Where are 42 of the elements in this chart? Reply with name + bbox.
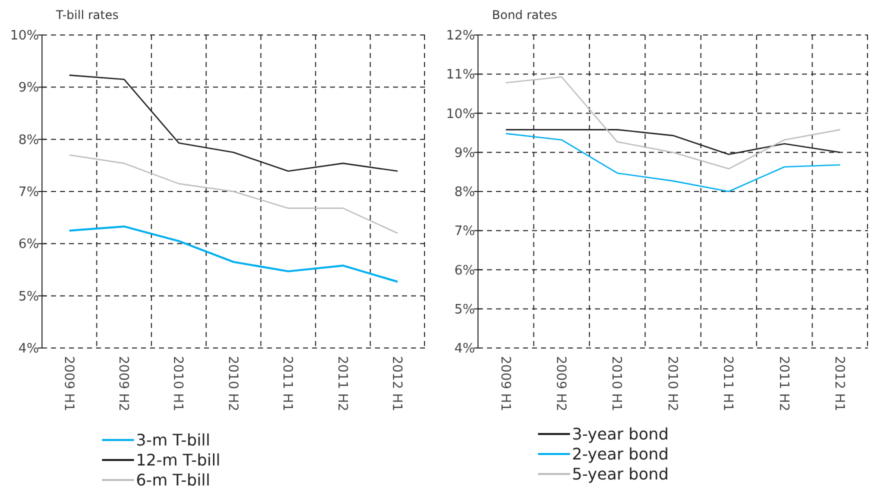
y-tick-label: 11% — [446, 68, 475, 83]
x-tick-label: 2011 H1 — [720, 356, 736, 412]
x-tick-label: 2012 H1 — [832, 356, 847, 412]
x-tick-label: 2009 H1 — [497, 356, 512, 412]
y-tick-label: 12% — [446, 28, 475, 44]
line-series — [68, 154, 398, 234]
line-series — [505, 132, 841, 192]
y-tick-label: 4% — [18, 342, 39, 357]
x-tick-label: 2010 H1 — [170, 356, 186, 412]
legend-label: 5-year bond — [572, 464, 669, 484]
y-tick-label: 8% — [18, 132, 39, 148]
x-tick-label: 2011 H2 — [776, 356, 791, 412]
legend-label: 2-year bond — [572, 444, 669, 464]
y-tick-label: 9% — [454, 146, 475, 161]
legend-label: 3-m T-bill — [136, 430, 210, 450]
x-tick-label: 2010 H2 — [224, 356, 240, 412]
line-series — [68, 225, 399, 283]
x-tick-label: 2011 H1 — [280, 356, 295, 412]
chart-title: Bond rates — [492, 8, 558, 22]
y-tick-label: 10% — [446, 106, 475, 122]
x-tick-label: 2010 H2 — [664, 356, 680, 412]
chart-title: T-bill rates — [55, 8, 119, 22]
x-tick-label: 2009 H2 — [116, 356, 131, 412]
y-tick-label: 7% — [454, 224, 475, 240]
line-series — [505, 76, 841, 170]
x-tick-label: 2009 H1 — [60, 356, 76, 412]
y-tick-label: 6% — [454, 263, 475, 278]
legend-label: 12-m T-bill — [136, 450, 220, 470]
x-tick-label: 2012 H1 — [389, 356, 404, 412]
y-tick-label: 5% — [454, 302, 475, 318]
y-tick-label: 10% — [10, 28, 39, 44]
y-tick-label: 9% — [18, 80, 39, 96]
y-tick-label: 6% — [18, 237, 39, 252]
x-tick-label: 2011 H2 — [334, 356, 350, 412]
y-tick-label: 8% — [454, 185, 475, 200]
legend-label: 6-m T-bill — [136, 470, 210, 490]
legend-label: 3-year bond — [572, 424, 669, 444]
y-tick-label: 7% — [18, 185, 39, 200]
x-tick-label: 2010 H1 — [608, 356, 624, 412]
y-tick-label: 5% — [18, 289, 39, 304]
x-tick-label: 2009 H2 — [553, 356, 568, 412]
y-tick-label: 4% — [454, 342, 475, 357]
